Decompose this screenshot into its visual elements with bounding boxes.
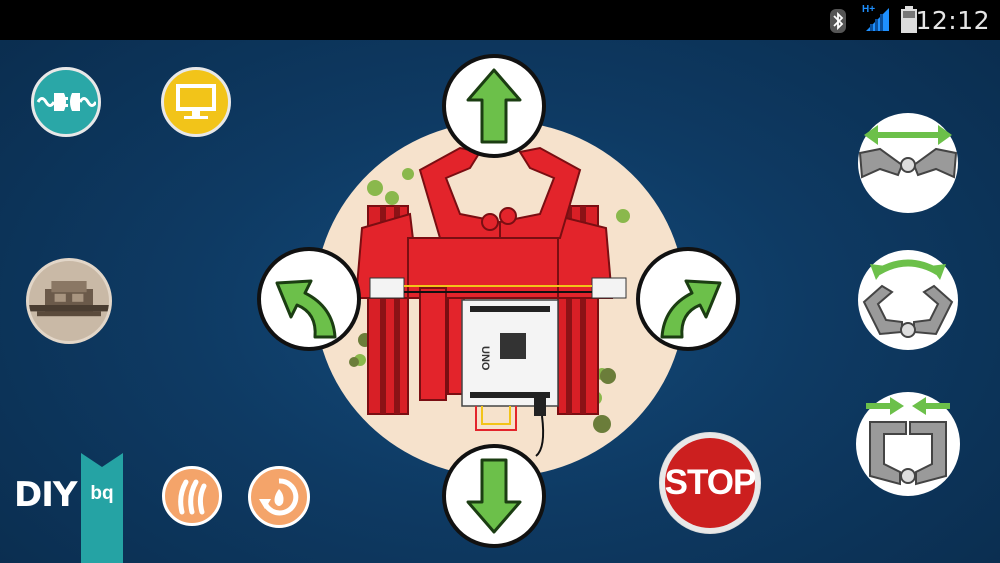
claw-rotate-button[interactable] xyxy=(858,250,958,350)
robot-photo xyxy=(29,281,109,317)
stop-sign-icon xyxy=(660,433,760,533)
scratch-tool-button[interactable] xyxy=(162,466,222,526)
connect-plug-icon xyxy=(36,93,96,111)
svg-text:UNO: UNO xyxy=(479,346,491,371)
arrow-down-icon xyxy=(466,458,522,534)
claw-close-icon xyxy=(866,397,950,486)
robot-chassis xyxy=(354,146,627,415)
monitor-icon xyxy=(176,84,216,119)
connect-button[interactable] xyxy=(31,67,101,137)
backward-button[interactable] xyxy=(442,444,546,548)
claw-close-button[interactable] xyxy=(856,392,960,496)
arduino-board: UNO xyxy=(461,299,559,457)
status-bar: H+ 12:12 xyxy=(0,0,1000,40)
forward-button[interactable] xyxy=(442,54,546,158)
turn-left-icon xyxy=(275,279,337,339)
arrow-up-icon xyxy=(466,68,522,144)
robot-photo-button[interactable] xyxy=(26,258,112,344)
claw-open-button[interactable] xyxy=(858,113,958,213)
bq-logo-text: bq xyxy=(90,483,114,504)
fire-cycle-icon xyxy=(259,478,299,516)
signal-icon xyxy=(866,8,889,31)
claw-scratch-icon xyxy=(178,479,207,515)
network-type-label: H+ xyxy=(862,4,876,15)
turn-right-button[interactable] xyxy=(636,247,740,351)
battery-icon xyxy=(901,6,917,33)
bluetooth-icon xyxy=(830,9,846,33)
turn-right-icon xyxy=(660,279,722,339)
diy-logo-text: DIY xyxy=(14,475,77,515)
claw-open-icon xyxy=(858,125,958,179)
claw-rotate-icon xyxy=(862,259,954,338)
fire-cycle-button[interactable] xyxy=(248,466,310,528)
bq-logo-tab xyxy=(81,453,123,563)
stop-label: STOP xyxy=(664,463,757,502)
turn-left-button[interactable] xyxy=(257,247,361,351)
stop-button[interactable]: STOP xyxy=(659,432,761,534)
monitor-button[interactable] xyxy=(161,67,231,137)
clock: 12:12 xyxy=(915,6,990,35)
robot-area: UNO xyxy=(315,121,685,477)
